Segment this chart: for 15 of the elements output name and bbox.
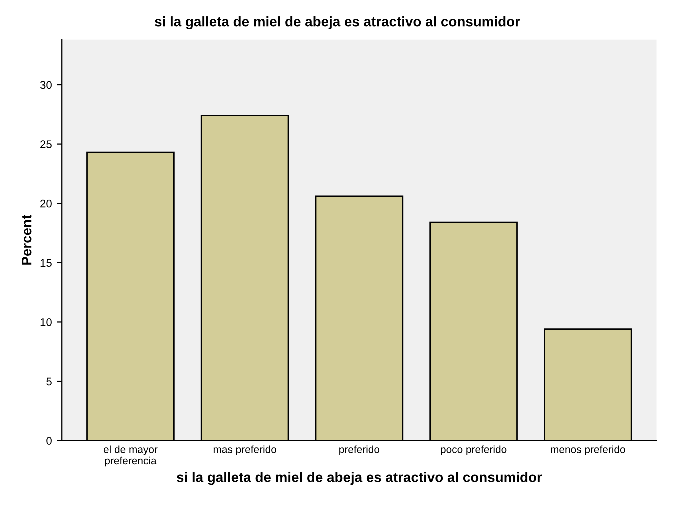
y-tick-label: 30 [40,81,52,90]
y-tick-label: 10 [40,318,52,326]
y-tick-label: 25 [40,140,52,148]
y-tick-label: 20 [40,200,52,208]
x-tick-label: el de mayor preferencia [104,446,158,467]
chart-title: si la galleta de miel de abeja es atractivo al consumidor [155,16,520,30]
x-tick-label: menos preferido [551,446,626,456]
y-tick-label: 0 [46,437,52,445]
x-axis-title: si la galleta de miel de abeja es atractivo al consumidor [176,472,542,486]
x-tick-label: preferido [340,446,380,456]
y-axis-title: Percent [22,215,32,265]
y-tick-label: 15 [40,259,52,268]
y-tick-label: 5 [46,378,52,386]
x-tick-label: poco preferido [441,446,507,456]
x-tick-label: mas preferido [214,446,276,456]
